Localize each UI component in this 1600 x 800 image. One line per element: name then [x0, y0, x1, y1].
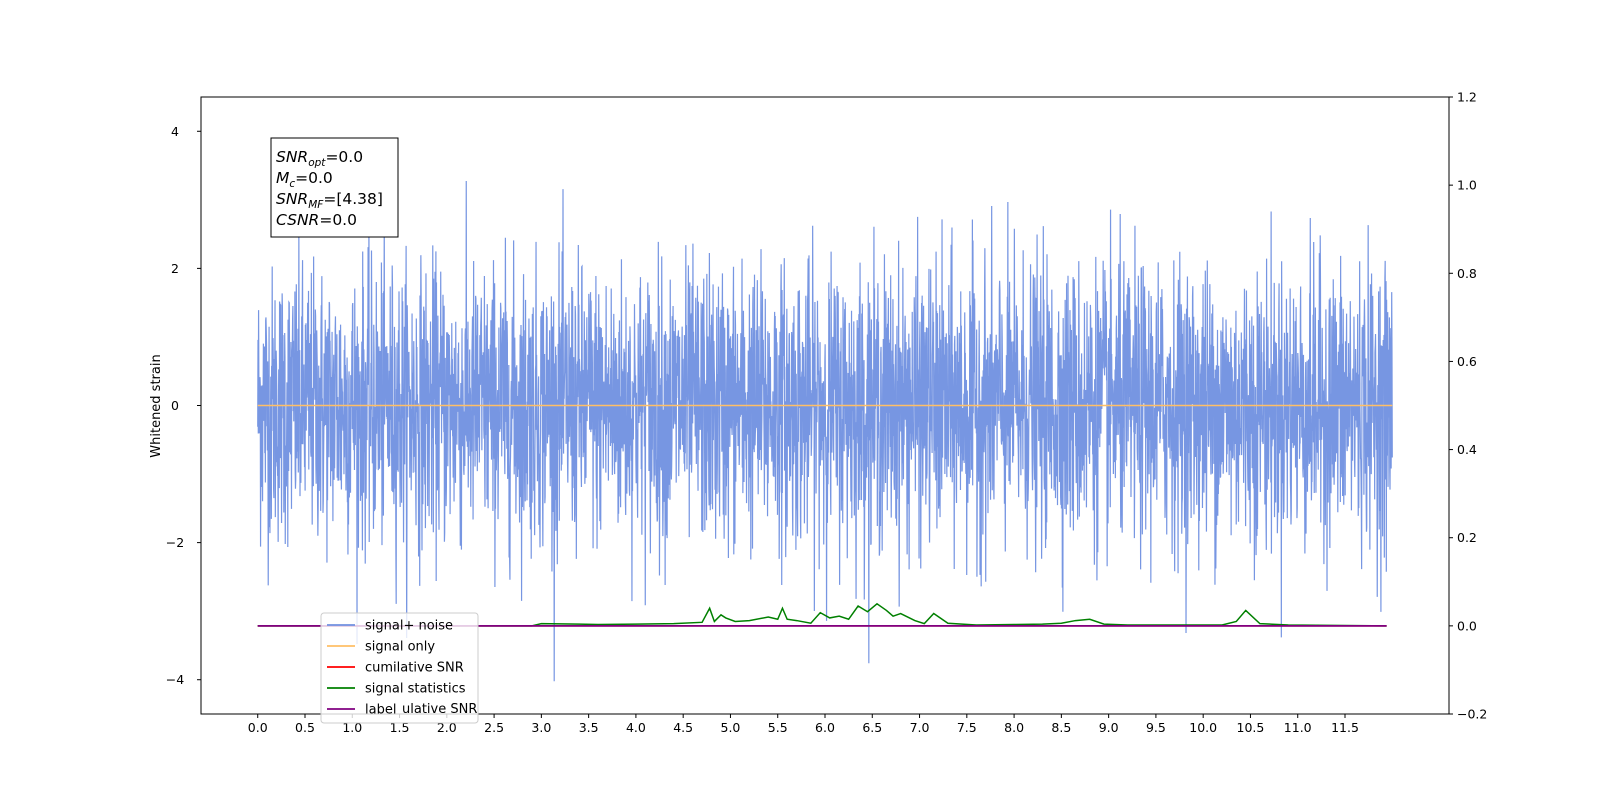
- y-left-tick-label: −4: [166, 672, 184, 687]
- x-tick-label: 5.0: [721, 720, 741, 735]
- x-tick-label: 7.0: [910, 720, 930, 735]
- x-tick-label: 11.0: [1284, 720, 1312, 735]
- x-tick-label: 4.5: [673, 720, 693, 735]
- annotation-line: CSNR=0.0: [276, 211, 357, 229]
- x-tick-label: 2.0: [437, 720, 457, 735]
- legend-ghost-text: ulative SNR: [402, 702, 477, 717]
- series-signal-statistics: [257, 602, 1387, 627]
- legend: ulative SNR signal+ noise signal only cumil…: [320, 612, 479, 724]
- y-right-tick-label: 0.6: [1457, 354, 1477, 369]
- annotation-line: Mc=0.0: [276, 169, 333, 190]
- y-right-tick-label: 0.4: [1457, 442, 1477, 457]
- y-right-tick-label: 1.2: [1457, 90, 1477, 105]
- x-tick-label: 5.5: [768, 720, 788, 735]
- x-tick-label: 8.5: [1051, 720, 1071, 735]
- x-tick-label: 0.0: [248, 720, 268, 735]
- series-signal-noise: [257, 180, 1393, 682]
- annotation-line: SNRopt=0.0: [276, 148, 363, 169]
- y-left-tick-label: 4: [171, 124, 179, 139]
- x-tick-label: 10.0: [1189, 720, 1217, 735]
- legend-label: signal only: [365, 640, 435, 655]
- y-right-tick-label: 0.8: [1457, 266, 1477, 281]
- x-tick-label: 0.5: [295, 720, 315, 735]
- axes-layer: 0.0 0.5 1.0 1.5 2.0 2.5 3.0 3.5 4.0 4.5 5.0 5.5 6.0 6…: [166, 90, 1488, 736]
- annotation-line: SNRMF=[4.38]: [276, 190, 383, 211]
- y-axis-label: Whitened strain: [149, 354, 164, 457]
- x-tick-label: 7.5: [957, 720, 977, 735]
- x-tick-label: 1.5: [390, 720, 410, 735]
- x-tick-label: 10.5: [1237, 720, 1265, 735]
- x-tick-label: 6.5: [862, 720, 882, 735]
- x-tick-label: 3.0: [531, 720, 551, 735]
- x-tick-label: 2.5: [484, 720, 504, 735]
- x-tick-label: 9.0: [1099, 720, 1119, 735]
- x-tick-label: 11.5: [1331, 720, 1359, 735]
- legend-label: label: [365, 703, 396, 718]
- y-right-tick-label: 0.2: [1457, 530, 1477, 545]
- legend-label: cumilative SNR: [365, 661, 464, 676]
- y-right-tick-label: 0.0: [1457, 618, 1477, 633]
- y-right-tick-label: −0.2: [1457, 707, 1487, 722]
- legend-label: signal+ noise: [365, 619, 453, 634]
- x-tick-label: 6.0: [815, 720, 835, 735]
- x-tick-label: 8.0: [1004, 720, 1024, 735]
- x-tick-label: 4.0: [626, 720, 646, 735]
- x-tick-label: 1.0: [342, 720, 362, 735]
- legend-frame: [320, 612, 479, 724]
- x-tick-label: 9.5: [1146, 720, 1166, 735]
- x-tick-label: 3.5: [579, 720, 599, 735]
- y-right-tick-label: 1.0: [1457, 178, 1477, 193]
- annotation-frame: [270, 137, 399, 238]
- y-left-tick-label: 0: [171, 398, 179, 413]
- y-left-tick-label: −2: [166, 535, 184, 550]
- y-left-tick-label: 2: [171, 261, 179, 276]
- legend-label: signal statistics: [365, 682, 466, 697]
